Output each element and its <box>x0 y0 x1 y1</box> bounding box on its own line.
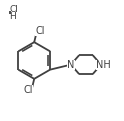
Text: Cl: Cl <box>24 85 33 95</box>
Text: NH: NH <box>96 60 110 70</box>
Text: H: H <box>9 12 16 21</box>
Text: N: N <box>67 60 75 70</box>
Text: Cl: Cl <box>9 5 18 14</box>
Text: Cl: Cl <box>35 26 45 36</box>
